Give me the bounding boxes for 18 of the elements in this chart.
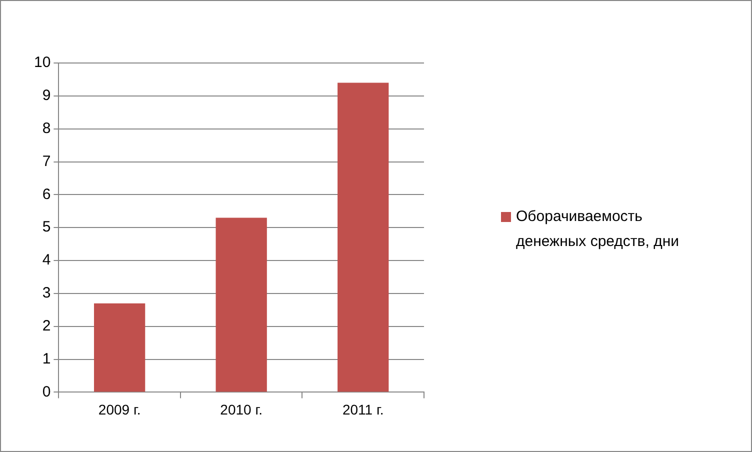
x-tick-label: 2009 г. bbox=[98, 401, 141, 418]
y-tick-label: 4 bbox=[42, 252, 51, 269]
y-tick-label: 1 bbox=[42, 350, 51, 368]
y-tick-label: 5 bbox=[42, 218, 51, 236]
x-tick-label: 2011 г. bbox=[342, 401, 384, 418]
y-tick-label: 2 bbox=[42, 318, 51, 334]
y-tick-label: 3 bbox=[42, 284, 51, 302]
y-tick-label: 10 bbox=[34, 54, 51, 72]
y-tick-label: 7 bbox=[42, 152, 51, 170]
legend-label: Оборачиваемость денежных средств, дни bbox=[516, 207, 680, 252]
y-tick-label: 0 bbox=[42, 383, 51, 400]
y-tick-label: 9 bbox=[42, 87, 51, 104]
bar bbox=[338, 82, 389, 392]
y-tick-label: 8 bbox=[42, 120, 51, 137]
x-tick-label: 2010 г. bbox=[220, 401, 263, 418]
y-tick-label: 6 bbox=[42, 186, 51, 203]
bar bbox=[216, 218, 267, 392]
bar bbox=[94, 303, 146, 392]
